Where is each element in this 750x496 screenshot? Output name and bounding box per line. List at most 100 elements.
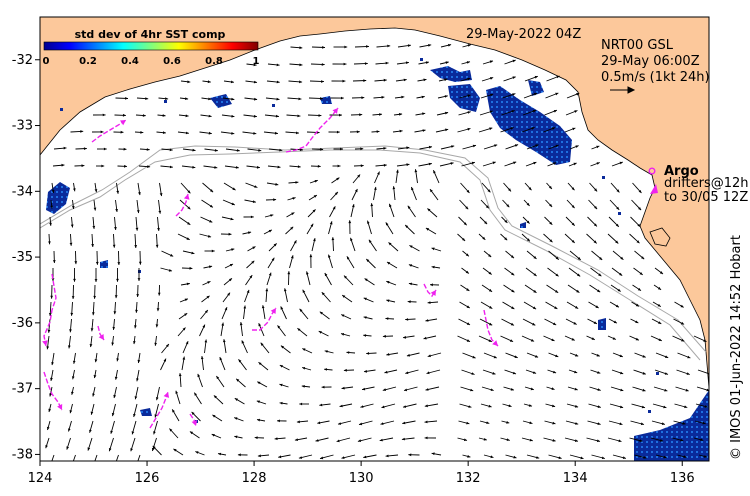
current-arrowhead bbox=[68, 428, 71, 432]
current-arrowhead bbox=[414, 169, 418, 173]
current-arrowhead bbox=[403, 78, 407, 82]
current-arrowhead bbox=[293, 240, 297, 244]
current-arrowhead bbox=[593, 223, 597, 227]
current-arrowhead bbox=[640, 422, 644, 426]
current-arrowhead bbox=[136, 210, 140, 214]
current-arrowhead bbox=[514, 144, 519, 147]
current-arrowhead bbox=[258, 323, 262, 327]
x-tick-label: 126 bbox=[135, 471, 160, 486]
current-arrowhead bbox=[574, 110, 578, 113]
current-arrowhead bbox=[319, 311, 323, 315]
current-arrowhead bbox=[343, 62, 347, 66]
current-arrowhead bbox=[332, 206, 336, 210]
current-arrowhead bbox=[399, 112, 403, 116]
current-arrowhead bbox=[555, 290, 559, 293]
current-arrowhead bbox=[92, 312, 95, 316]
current-arrowhead bbox=[276, 97, 280, 101]
y-axis: -32 -33 -34 -35 -36 -37 -38 bbox=[12, 53, 40, 462]
current-arrowhead bbox=[116, 278, 119, 282]
current-arrowhead bbox=[615, 240, 619, 244]
current-arrowhead bbox=[312, 209, 316, 213]
current-arrowhead bbox=[553, 162, 557, 165]
current-arrowhead bbox=[50, 295, 53, 299]
current-arrowhead bbox=[185, 341, 189, 345]
credit-text: © IMOS 01-Jun-2022 14:52 Hobart bbox=[729, 235, 744, 460]
current-arrowhead bbox=[158, 210, 162, 214]
current-arrowhead bbox=[488, 404, 492, 408]
colorbar-tick-label: 0.8 bbox=[205, 56, 223, 67]
current-arrowhead bbox=[341, 314, 345, 317]
current-arrowhead bbox=[532, 371, 537, 374]
current-vectors bbox=[45, 43, 709, 468]
current-arrowhead bbox=[230, 80, 234, 84]
current-arrowhead bbox=[619, 354, 623, 358]
current-arrowhead bbox=[328, 254, 331, 258]
current-arrowhead bbox=[191, 411, 195, 415]
current-arrowhead bbox=[574, 439, 578, 442]
current-arrowhead bbox=[214, 149, 218, 152]
drifter-head bbox=[183, 194, 190, 200]
current-arrowhead bbox=[213, 395, 217, 399]
current-arrowhead bbox=[685, 388, 689, 392]
current-arrowhead bbox=[659, 271, 663, 274]
current-arrowhead bbox=[642, 388, 646, 392]
current-arrowhead bbox=[51, 190, 55, 193]
current-arrowhead bbox=[635, 337, 639, 341]
current-arrowhead bbox=[111, 412, 115, 417]
scale-arrow bbox=[610, 86, 636, 94]
current-arrowhead bbox=[111, 342, 115, 346]
current-arrowhead bbox=[504, 219, 508, 223]
current-arrowhead bbox=[313, 195, 317, 198]
current-arrowhead bbox=[48, 408, 52, 412]
current-arrowhead bbox=[405, 225, 409, 228]
land-mass bbox=[40, 17, 709, 389]
current-arrowhead bbox=[489, 322, 493, 326]
current-arrowhead bbox=[601, 456, 605, 460]
current-arrowhead bbox=[636, 240, 640, 244]
current-arrowhead bbox=[248, 231, 252, 235]
current-arrowhead bbox=[102, 113, 106, 117]
current-arrowhead bbox=[490, 455, 494, 459]
current-arrowhead bbox=[290, 226, 294, 230]
current-arrowhead bbox=[298, 456, 303, 459]
current-arrowhead bbox=[208, 97, 212, 101]
current-arrowhead bbox=[320, 456, 324, 460]
current-arrowhead bbox=[383, 147, 387, 150]
current-arrowhead bbox=[533, 273, 537, 276]
current-arrowhead bbox=[615, 223, 619, 227]
current-arrowhead bbox=[218, 452, 222, 456]
current-arrowhead bbox=[482, 236, 486, 240]
product-line-3: 0.5m/s (1kt 24h) bbox=[601, 70, 710, 85]
current-arrowhead bbox=[428, 44, 432, 47]
current-arrowhead bbox=[379, 113, 382, 116]
current-arrowhead bbox=[661, 422, 665, 425]
current-arrowhead bbox=[114, 465, 117, 468]
drifter-track bbox=[285, 107, 339, 153]
current-arrowhead bbox=[531, 127, 535, 130]
current-arrowhead bbox=[306, 271, 309, 275]
current-arrowhead bbox=[484, 221, 488, 225]
current-arrow bbox=[115, 454, 119, 461]
current-arrowhead bbox=[318, 331, 322, 334]
current-arrowhead bbox=[359, 113, 363, 117]
current-arrowhead bbox=[299, 80, 303, 84]
current-arrowhead bbox=[185, 114, 189, 118]
colorbar: std dev of 4hr SST comp 0 0.2 0.4 0.6 0.8 1 bbox=[43, 28, 260, 67]
current-arrowhead bbox=[67, 345, 71, 349]
current-arrowhead bbox=[363, 297, 367, 301]
current-arrowhead bbox=[468, 405, 472, 408]
current-arrowhead bbox=[598, 273, 602, 277]
current-arrowhead bbox=[298, 97, 302, 101]
current-arrowhead bbox=[47, 329, 51, 333]
current-arrowhead bbox=[466, 61, 470, 64]
current-arrowhead bbox=[202, 324, 205, 328]
y-tick-label: -38 bbox=[12, 447, 33, 462]
current-arrowhead bbox=[189, 266, 193, 270]
current-arrowhead bbox=[318, 114, 322, 117]
x-tick-label: 124 bbox=[28, 471, 53, 486]
current-arrowhead bbox=[431, 247, 435, 251]
current-arrowhead bbox=[184, 298, 188, 302]
current-arrowhead bbox=[63, 146, 67, 150]
current-arrowhead bbox=[580, 456, 584, 460]
